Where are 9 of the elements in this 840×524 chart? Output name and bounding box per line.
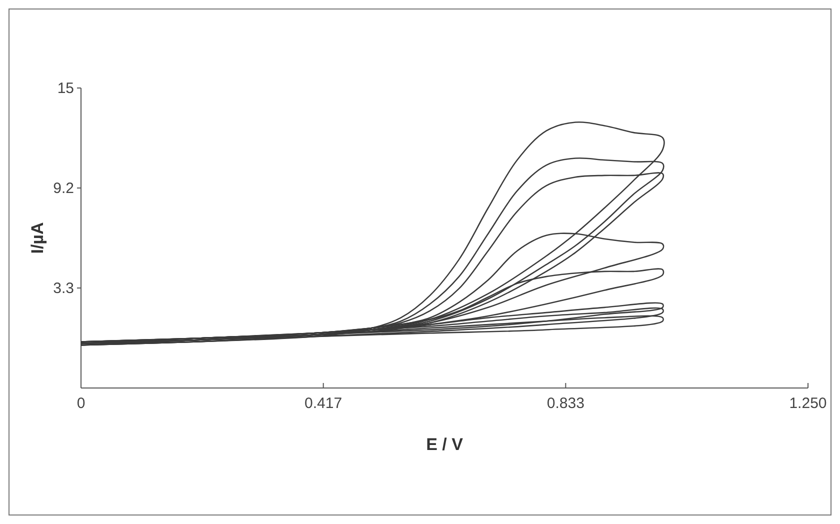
- x-tick-label: 0.417: [304, 395, 342, 412]
- x-tick-label: 0.833: [546, 395, 584, 412]
- x-tick-label: 0: [76, 395, 86, 412]
- x-tick-label: 1.250: [789, 395, 827, 412]
- y-tick-label: 9.2: [53, 180, 74, 197]
- y-tick-label: 15: [57, 80, 74, 97]
- x-axis-title: E / V: [426, 435, 464, 454]
- y-axis-title: I/µA: [28, 222, 47, 254]
- y-tick-label: 3.3: [53, 280, 74, 297]
